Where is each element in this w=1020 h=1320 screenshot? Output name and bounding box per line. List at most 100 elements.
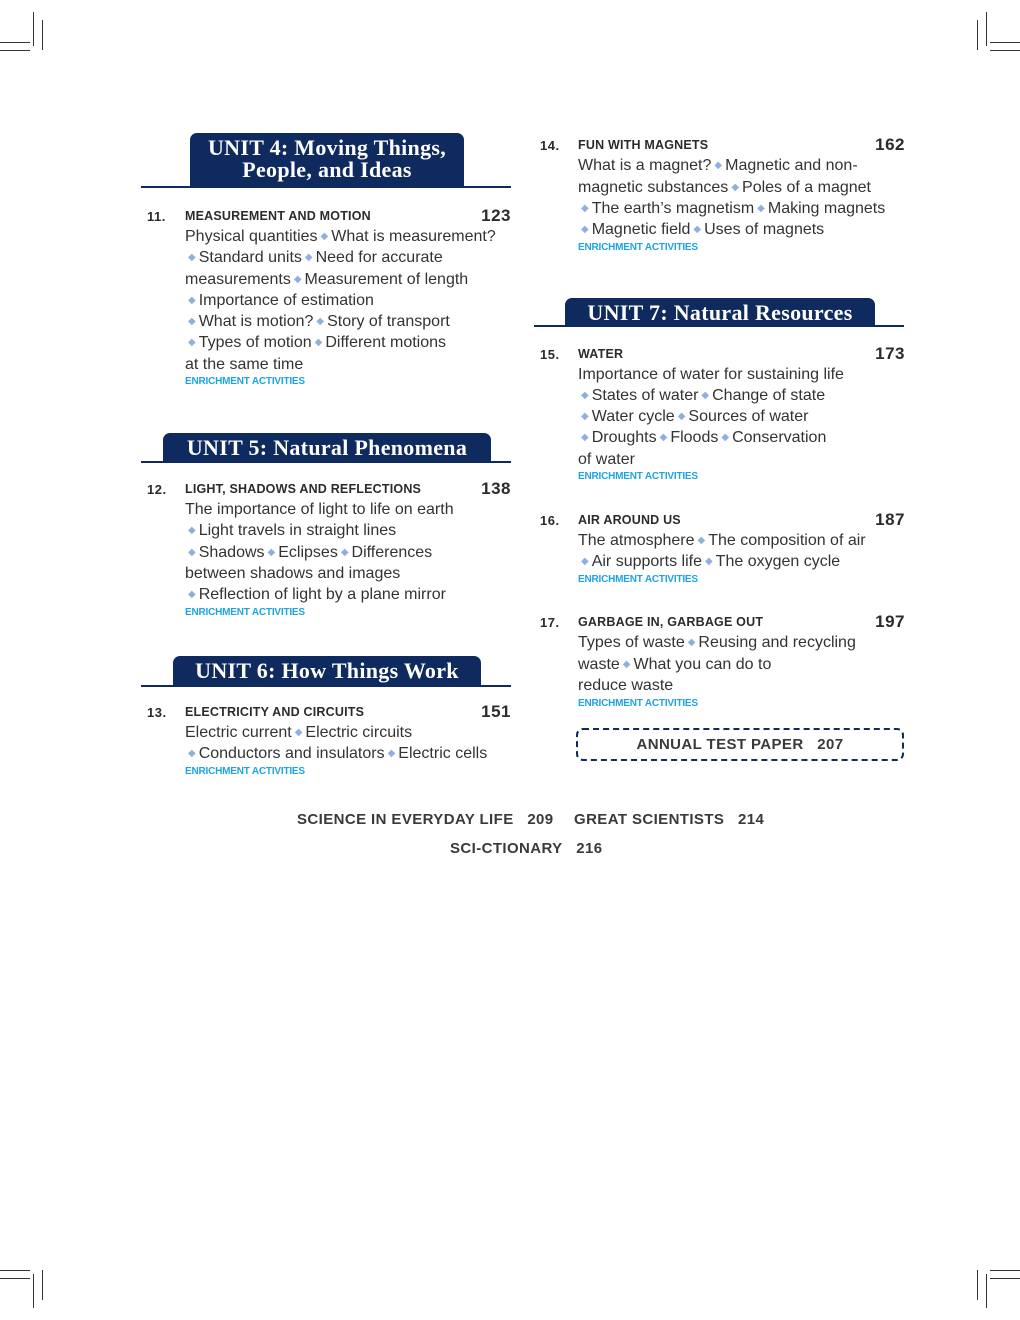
crop-mark	[977, 1270, 978, 1300]
chapter-number: 14.	[540, 138, 560, 153]
diamond-bullet-icon: ◆	[677, 411, 686, 422]
diamond-bullet-icon: ◆	[581, 390, 589, 401]
topic-line: ◆ Light travels in straight lines	[188, 522, 397, 539]
topic-line: ◆ The earth’s magnetism ◆ Making magnets	[581, 200, 886, 217]
chapter-number: 17.	[540, 615, 560, 630]
diamond-bullet-icon: ◆	[188, 316, 196, 327]
topic-line: Physical quantities ◆ What is measurement?	[185, 228, 496, 245]
footer-entry[interactable]: GREAT SCIENTISTS 214	[574, 811, 764, 828]
unit-title-line: People, and Ideas	[242, 157, 412, 182]
topic-line: The atmosphere ◆ The composition of air	[578, 532, 866, 549]
footer-label: GREAT SCIENTISTS	[574, 811, 725, 828]
chapter-title[interactable]: FUN WITH MAGNETS	[578, 138, 709, 152]
topic-line: Electric current ◆ Electric circuits	[185, 724, 413, 741]
diamond-bullet-icon: ◆	[714, 160, 723, 171]
diamond-bullet-icon: ◆	[304, 252, 313, 263]
topic-line: ◆ What is motion? ◆ Story of transport	[188, 313, 450, 330]
topic-line: ◆ Importance of estimation	[188, 292, 374, 309]
diamond-bullet-icon: ◆	[581, 224, 589, 235]
diamond-bullet-icon: ◆	[622, 659, 631, 670]
crop-mark	[990, 42, 1020, 43]
chapter-number: 12.	[147, 482, 167, 497]
diamond-bullet-icon: ◆	[701, 390, 710, 401]
unit-6-banner: UNIT 6: How Things Work	[173, 656, 481, 686]
annual-test-page: 207	[817, 736, 844, 753]
enrichment-activities-link[interactable]: ENRICHMENT ACTIVITIES	[578, 574, 698, 585]
topic-line: ◆ Reflection of light by a plane mirror	[188, 586, 446, 603]
diamond-bullet-icon: ◆	[704, 556, 713, 567]
diamond-bullet-icon: ◆	[659, 432, 668, 443]
crop-mark	[33, 12, 34, 46]
crop-mark	[42, 1270, 43, 1300]
topic-line: magnetic substances ◆ Poles of a magnet	[578, 179, 871, 196]
footer-page: 214	[738, 811, 765, 828]
diamond-bullet-icon: ◆	[188, 589, 196, 600]
unit-7-banner: UNIT 7: Natural Resources	[565, 298, 875, 326]
topic-line: ◆ Shadows ◆ Eclipses ◆ Differences	[188, 544, 433, 561]
footer-label: SCIENCE IN EVERYDAY LIFE	[297, 811, 514, 828]
footer-page: 216	[576, 840, 603, 857]
topic-line: What is a magnet? ◆ Magnetic and non-	[578, 157, 858, 174]
topic-line: waste ◆ What you can do to	[578, 656, 772, 673]
chapter-title[interactable]: LIGHT, SHADOWS AND REFLECTIONS	[185, 482, 422, 496]
crop-mark	[986, 1274, 987, 1308]
chapter-page-number: 187	[875, 510, 905, 529]
diamond-bullet-icon: ◆	[188, 252, 196, 263]
diamond-bullet-icon: ◆	[581, 432, 589, 443]
footer-entry[interactable]: SCI-CTIONARY 216	[450, 840, 603, 857]
crop-mark	[0, 42, 30, 43]
crop-mark	[990, 50, 1020, 51]
crop-mark	[990, 1270, 1020, 1271]
chapter-page-number: 138	[481, 479, 511, 498]
diamond-bullet-icon: ◆	[581, 556, 589, 567]
chapter-title[interactable]: AIR AROUND US	[578, 513, 681, 527]
topic-line: ◆ States of water ◆ Change of state	[581, 387, 826, 404]
diamond-bullet-icon: ◆	[316, 316, 325, 327]
crop-mark	[0, 50, 30, 51]
diamond-bullet-icon: ◆	[188, 295, 196, 306]
unit-title-line: UNIT 5: Natural Phenomena	[186, 435, 468, 460]
annual-test-label: ANNUAL TEST PAPER	[636, 736, 804, 753]
enrichment-activities-link[interactable]: ENRICHMENT ACTIVITIES	[185, 607, 305, 618]
unit-title-line: UNIT 7: Natural Resources	[587, 300, 853, 325]
topic-line: Types of waste ◆ Reusing and recycling	[578, 634, 856, 651]
chapter-number: 11.	[147, 209, 166, 224]
chapter-title[interactable]: WATER	[578, 347, 624, 361]
unit-4-banner: UNIT 4: Moving Things, People, and Ideas	[190, 133, 464, 187]
enrichment-activities-link[interactable]: ENRICHMENT ACTIVITIES	[185, 766, 305, 777]
chapter-page-number: 162	[875, 135, 905, 154]
unit-title-line: UNIT 4: Moving Things,	[207, 135, 447, 160]
crop-mark	[33, 1274, 34, 1308]
unit-rule	[141, 461, 511, 463]
diamond-bullet-icon: ◆	[188, 748, 196, 759]
enrichment-activities-link[interactable]: ENRICHMENT ACTIVITIES	[185, 376, 305, 387]
chapter-page-number: 123	[481, 206, 511, 225]
topic-line: ◆ Air supports life ◆ The oxygen cycle	[581, 553, 841, 570]
crop-mark	[0, 1270, 30, 1271]
chapter-number: 15.	[540, 347, 560, 362]
topic-line: ◆ Conductors and insulators ◆ Electric cell…	[188, 745, 488, 762]
chapter-number: 16.	[540, 513, 560, 528]
annual-test-paper[interactable]: ANNUAL TEST PAPER 207	[576, 728, 904, 761]
chapter-title[interactable]: MEASUREMENT AND MOTION	[185, 209, 371, 223]
crop-mark	[42, 20, 43, 50]
chapter-title[interactable]: ELECTRICITY AND CIRCUITS	[185, 705, 365, 719]
enrichment-activities-link[interactable]: ENRICHMENT ACTIVITIES	[578, 698, 698, 709]
enrichment-activities-link[interactable]: ENRICHMENT ACTIVITIES	[578, 471, 698, 482]
chapter-page-number: 173	[875, 344, 905, 363]
crop-mark	[977, 20, 978, 50]
enrichment-activities-link[interactable]: ENRICHMENT ACTIVITIES	[578, 242, 698, 253]
diamond-bullet-icon: ◆	[320, 231, 329, 242]
diamond-bullet-icon: ◆	[188, 525, 196, 536]
unit-rule	[141, 685, 511, 687]
diamond-bullet-icon: ◆	[581, 203, 589, 214]
diamond-bullet-icon: ◆	[314, 337, 323, 348]
diamond-bullet-icon: ◆	[687, 637, 696, 648]
crop-mark	[986, 12, 987, 46]
topic-line: ◆ Magnetic field ◆ Uses of magnets	[581, 221, 825, 238]
footer-entry[interactable]: SCIENCE IN EVERYDAY LIFE 209	[297, 811, 554, 828]
diamond-bullet-icon: ◆	[267, 547, 276, 558]
chapter-title[interactable]: GARBAGE IN, GARBAGE OUT	[578, 615, 764, 629]
topic-line: between shadows and images	[185, 565, 401, 582]
diamond-bullet-icon: ◆	[294, 727, 303, 738]
